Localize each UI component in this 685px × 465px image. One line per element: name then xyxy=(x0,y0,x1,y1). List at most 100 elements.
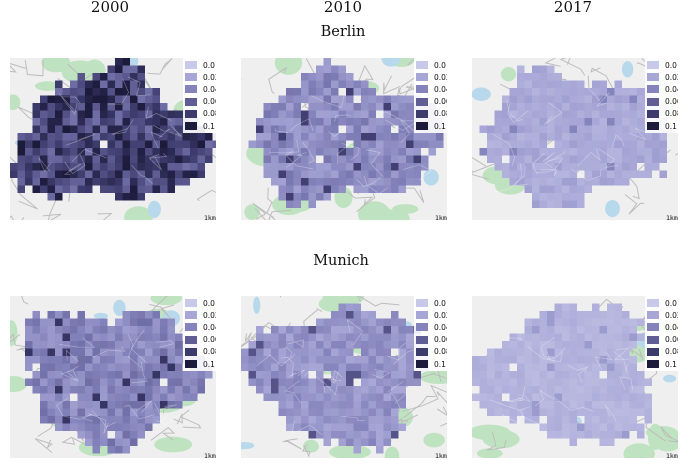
density-cell xyxy=(293,326,301,334)
density-cell xyxy=(509,118,517,126)
density-cell xyxy=(517,80,525,88)
density-cell xyxy=(100,80,108,88)
density-cell xyxy=(137,431,145,439)
density-cell xyxy=(308,148,316,156)
density-cell xyxy=(77,133,85,141)
density-cell xyxy=(368,140,376,148)
density-cell xyxy=(479,148,487,156)
density-cell xyxy=(391,401,399,409)
density-cell xyxy=(361,80,369,88)
density-cell xyxy=(115,423,123,431)
density-cell xyxy=(398,140,406,148)
density-cell xyxy=(205,140,213,148)
density-cell xyxy=(391,318,399,326)
density-cell xyxy=(137,356,145,364)
density-cell xyxy=(577,163,585,171)
density-cell xyxy=(368,408,376,416)
density-cell xyxy=(137,65,145,73)
density-cell xyxy=(346,326,354,334)
density-cell xyxy=(55,363,63,371)
density-cell xyxy=(659,140,667,148)
density-cell xyxy=(383,95,391,103)
density-cell xyxy=(145,393,153,401)
density-cell xyxy=(376,140,384,148)
density-cell xyxy=(353,416,361,424)
density-cell xyxy=(614,341,622,349)
density-cell xyxy=(92,401,100,409)
density-cell xyxy=(70,326,78,334)
density-cell xyxy=(509,140,517,148)
density-cell xyxy=(569,386,577,394)
density-cell xyxy=(398,178,406,186)
density-cell xyxy=(77,80,85,88)
density-cell xyxy=(368,326,376,334)
density-cell xyxy=(338,333,346,341)
density-cell xyxy=(122,148,130,156)
street-overlay xyxy=(341,415,365,422)
density-cell xyxy=(517,363,525,371)
density-cell xyxy=(406,133,414,141)
density-cell xyxy=(316,65,324,73)
density-cell xyxy=(130,431,138,439)
density-cell xyxy=(517,73,525,81)
legend-swatch xyxy=(185,61,197,70)
density-cell xyxy=(107,118,115,126)
density-cell xyxy=(301,110,309,118)
density-cell xyxy=(353,401,361,409)
density-cell xyxy=(391,133,399,141)
density-cell xyxy=(562,125,570,133)
density-cell xyxy=(524,333,532,341)
density-cell xyxy=(629,318,637,326)
density-cell xyxy=(197,386,205,394)
density-cell xyxy=(361,163,369,171)
density-cell xyxy=(263,133,271,141)
density-cell xyxy=(391,140,399,148)
density-cell xyxy=(607,88,615,96)
density-cell xyxy=(122,431,130,439)
density-cell xyxy=(539,185,547,193)
density-cell xyxy=(175,363,183,371)
density-cell xyxy=(331,65,339,73)
density-cell xyxy=(383,371,391,379)
density-cell xyxy=(569,378,577,386)
density-cell xyxy=(301,333,309,341)
street-overlay xyxy=(287,339,304,349)
density-cell xyxy=(584,110,592,118)
density-cell xyxy=(562,326,570,334)
density-cell xyxy=(167,371,175,379)
density-cell xyxy=(197,155,205,163)
density-cell xyxy=(323,363,331,371)
density-cell xyxy=(293,170,301,178)
density-cell xyxy=(577,378,585,386)
density-cell xyxy=(308,95,316,103)
density-cell xyxy=(353,148,361,156)
legend-entry: 0.04 xyxy=(416,321,447,333)
density-cell xyxy=(323,378,331,386)
density-cell xyxy=(107,386,115,394)
density-cell xyxy=(271,356,279,364)
density-cell xyxy=(130,103,138,111)
density-cell xyxy=(592,103,600,111)
legend-entry: 0.0 xyxy=(416,297,447,309)
density-cell xyxy=(532,65,540,73)
density-cell xyxy=(145,423,153,431)
density-cell xyxy=(331,393,339,401)
density-cell xyxy=(532,103,540,111)
density-cell xyxy=(115,163,123,171)
city-title-munich: Munich xyxy=(313,253,369,269)
density-cell xyxy=(599,95,607,103)
density-cell xyxy=(644,133,652,141)
density-cell xyxy=(190,386,198,394)
density-cell xyxy=(152,326,160,334)
density-cell xyxy=(547,378,555,386)
density-cell xyxy=(346,423,354,431)
road xyxy=(34,438,53,453)
density-cell xyxy=(368,416,376,424)
street-overlay xyxy=(152,124,171,138)
legend-swatch xyxy=(416,85,428,94)
density-cell xyxy=(308,341,316,349)
density-cell xyxy=(494,408,502,416)
density-cell xyxy=(554,318,562,326)
density-cell xyxy=(122,140,130,148)
density-cell xyxy=(487,348,495,356)
